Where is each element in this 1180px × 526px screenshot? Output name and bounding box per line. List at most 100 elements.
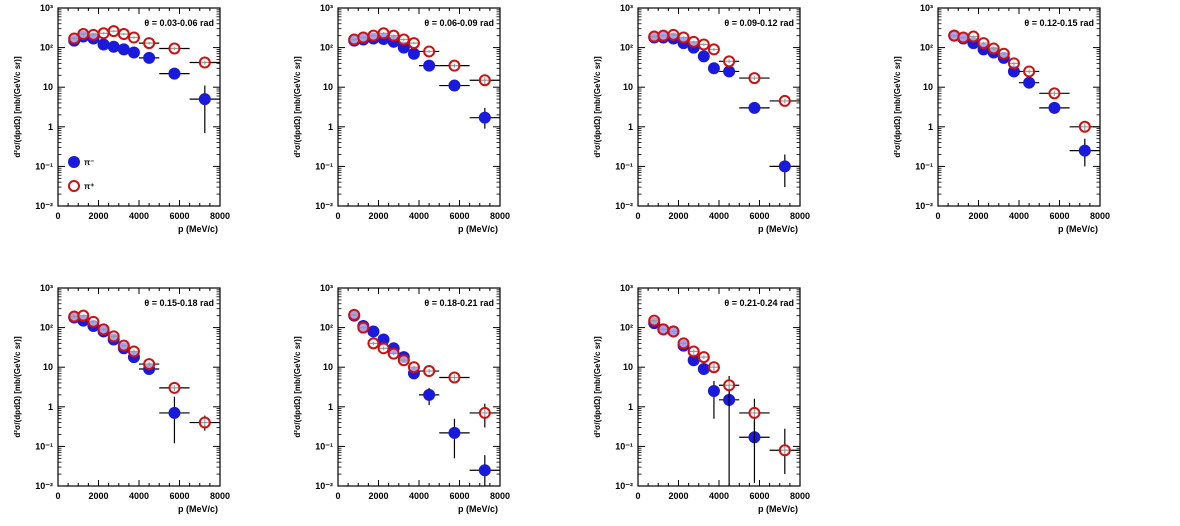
data-point-pi-plus [987, 42, 1000, 55]
x-tick-label: 0 [55, 211, 60, 221]
theta-annotation: θ = 0.12-0.15 rad [1024, 18, 1094, 28]
theta-annotation: θ = 0.21-0.24 rad [724, 298, 794, 308]
data-point-pi-plus [168, 42, 181, 55]
x-tick-label: 0 [635, 491, 640, 501]
data-point-pi-plus [198, 56, 211, 69]
x-tick-label: 2000 [368, 491, 388, 501]
data-point-pi-plus [357, 31, 370, 44]
data-point-pi-plus [997, 47, 1010, 60]
data-point-pi-plus [357, 321, 370, 334]
x-axis-title: p (MeV/c) [458, 224, 498, 234]
data-point-pi-plus [748, 72, 761, 85]
theta-annotation: θ = 0.06-0.09 rad [424, 18, 494, 28]
x-tick-label: 6000 [449, 491, 469, 501]
panel-theta-0.09-0.12: 0 2000 4000 6000 8000 10⁻² 10⁻¹ 1 10 10² 10³ p (MeV… [580, 0, 810, 240]
y-tick-label: 10³ [320, 3, 333, 13]
data-point-pi-plus [423, 365, 436, 378]
data-point-pi-plus [97, 323, 110, 336]
data-point-pi-minus [168, 406, 181, 419]
y-axis-title: d²σ/(dpdΩ) [mb/(GeV/c sr)] [293, 56, 302, 158]
data-point-pi-plus [143, 37, 156, 50]
y-tick-label: 1 [928, 122, 933, 132]
x-tick-label: 6000 [169, 491, 189, 501]
y-tick-label: 10³ [620, 3, 633, 13]
data-point-pi-plus [377, 27, 390, 40]
data-point-pi-minus [423, 59, 436, 72]
y-axis-title: d²σ/(dpdΩ) [mb/(GeV/c sr)] [593, 56, 602, 158]
data-point-pi-plus [657, 323, 670, 336]
legend-marker-pi-plus [68, 180, 80, 192]
data-point-pi-plus [707, 43, 720, 56]
plot-svg: 0 2000 4000 6000 8000 10⁻² 10⁻¹ 1 10 10² 10³ p (MeV… [293, 283, 510, 514]
x-axis-title: p (MeV/c) [178, 504, 218, 514]
data-point-pi-plus [1007, 57, 1020, 70]
y-tick-label: 10⁻² [35, 481, 53, 491]
data-point-pi-plus [387, 347, 400, 360]
data-point-pi-plus [367, 337, 380, 350]
y-tick-label: 10⁻¹ [615, 441, 633, 451]
x-tick-label: 2000 [668, 211, 688, 221]
y-axis-title: d²σ/(dpdΩ) [mb/(GeV/c sr)] [893, 56, 902, 158]
x-tick-label: 8000 [490, 211, 510, 221]
data-point-pi-plus [687, 345, 700, 358]
y-tick-label: 1 [328, 402, 333, 412]
data-point-pi-minus [748, 101, 761, 114]
data-point-pi-minus [97, 38, 110, 51]
x-tick-label: 6000 [169, 211, 189, 221]
x-tick-label: 8000 [790, 491, 810, 501]
data-point-pi-minus [423, 388, 436, 401]
y-tick-label: 10⁻¹ [615, 161, 633, 171]
data-point-pi-plus [478, 406, 491, 419]
data-point-pi-plus [677, 337, 690, 350]
plot-svg: 0 2000 4000 6000 8000 10⁻² 10⁻¹ 1 10 10² 10³ p (MeV… [13, 283, 230, 514]
y-tick-label: 1 [628, 402, 633, 412]
y-tick-label: 10² [620, 323, 633, 333]
data-point-pi-plus [87, 315, 100, 328]
x-axis-title: p (MeV/c) [458, 504, 498, 514]
data-point-pi-plus [1023, 65, 1036, 78]
data-point-pi-plus [87, 28, 100, 41]
y-tick-label: 10⁻² [315, 201, 333, 211]
x-tick-label: 6000 [1049, 211, 1069, 221]
data-point-pi-minus [707, 385, 720, 398]
x-tick-label: 2000 [968, 211, 988, 221]
data-point-pi-minus [407, 47, 420, 60]
data-point-pi-minus [478, 111, 491, 124]
y-tick-label: 10³ [920, 3, 933, 13]
x-tick-label: 0 [55, 491, 60, 501]
theta-annotation: θ = 0.03-0.06 rad [144, 18, 214, 28]
data-point-pi-plus [967, 30, 980, 43]
x-tick-label: 0 [635, 211, 640, 221]
y-tick-label: 10² [40, 323, 53, 333]
data-point-pi-plus [97, 27, 110, 40]
data-point-pi-plus [68, 32, 81, 45]
data-point-pi-minus [1048, 101, 1061, 114]
data-point-pi-minus [127, 46, 140, 59]
plot-frame [337, 287, 501, 487]
y-tick-label: 10⁻² [35, 201, 53, 211]
x-tick-label: 6000 [749, 211, 769, 221]
x-tick-label: 2000 [88, 211, 108, 221]
y-tick-label: 10³ [40, 3, 53, 13]
y-tick-label: 10 [623, 362, 633, 372]
data-point-pi-plus [657, 29, 670, 42]
data-point-pi-plus [478, 74, 491, 87]
panel-theta-0.12-0.15: 0 2000 4000 6000 8000 10⁻² 10⁻¹ 1 10 10² 10³ p (MeV… [880, 0, 1110, 240]
theta-annotation: θ = 0.09-0.12 rad [724, 18, 794, 28]
y-tick-label: 10 [323, 82, 333, 92]
y-tick-label: 10⁻² [315, 481, 333, 491]
x-tick-label: 4000 [409, 491, 429, 501]
y-tick-label: 10³ [620, 283, 633, 293]
y-tick-label: 10⁻¹ [315, 441, 333, 451]
data-point-pi-plus [687, 35, 700, 48]
x-tick-label: 8000 [210, 491, 230, 501]
data-point-pi-minus [198, 93, 211, 106]
x-tick-label: 8000 [1090, 211, 1110, 221]
x-axis-title: p (MeV/c) [758, 504, 798, 514]
y-tick-label: 10⁻¹ [35, 441, 53, 451]
y-tick-label: 10 [923, 82, 933, 92]
data-point-pi-plus [723, 379, 736, 392]
data-point-pi-plus [778, 94, 791, 107]
data-point-pi-plus [677, 31, 690, 44]
x-tick-label: 0 [335, 211, 340, 221]
